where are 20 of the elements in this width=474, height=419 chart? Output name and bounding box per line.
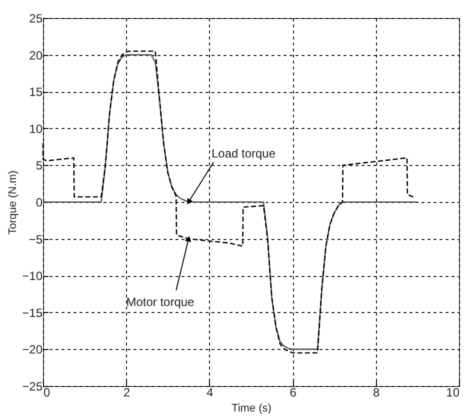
- y-axis-title: Torque (N.m): [7, 170, 20, 235]
- y-tick-label: 0: [36, 196, 43, 210]
- y-tick-label: −20: [22, 342, 43, 357]
- y-tick-label: 15: [29, 85, 43, 100]
- x-tick-label: 6: [290, 386, 297, 400]
- y-tick-label: −5: [28, 232, 43, 246]
- annotation: Load torque: [211, 146, 276, 160]
- x-tick-label: 8: [372, 386, 380, 400]
- x-tick-label: 4: [206, 386, 214, 400]
- y-tick-label: 20: [29, 48, 43, 62]
- y-tick-label: −15: [22, 306, 43, 320]
- y-tick-label: 25: [29, 12, 43, 26]
- y-tick-label: 5: [36, 158, 43, 173]
- y-tick-label: −25: [22, 380, 43, 394]
- y-tick-label: 10: [29, 122, 43, 136]
- x-tick-label: 2: [123, 386, 130, 400]
- y-tick-label: −10: [22, 269, 43, 284]
- x-axis-title: Time (s): [232, 402, 272, 414]
- annotation: Motor torque: [126, 295, 195, 310]
- x-tick-label: 10: [446, 386, 460, 400]
